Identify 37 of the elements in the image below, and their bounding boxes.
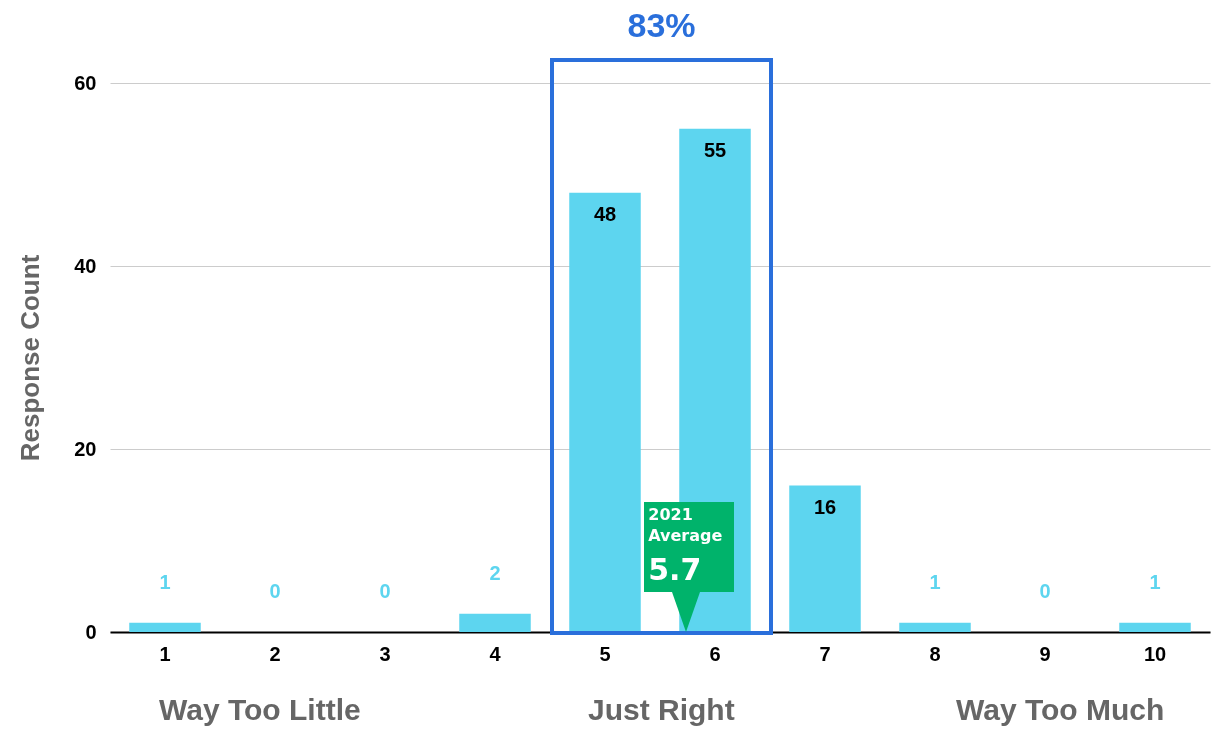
- x-tick-label: 5: [599, 642, 611, 665]
- data-label: 1: [159, 570, 171, 593]
- x-tick-label: 6: [709, 642, 721, 665]
- x-tick-label: 4: [489, 642, 502, 665]
- x-tick-label: 8: [929, 642, 941, 665]
- data-label: 48: [593, 202, 617, 225]
- y-tick-label: 40: [74, 254, 97, 277]
- data-label: 16: [813, 495, 837, 518]
- x-tick-label: 1: [159, 642, 171, 665]
- data-label: 1: [929, 570, 941, 593]
- text: Just Right: [588, 693, 735, 727]
- annotation: 2021 Average: [648, 504, 724, 546]
- text: Way Too Much: [956, 693, 1165, 727]
- bar: [459, 613, 531, 632]
- data-label: 55: [703, 138, 727, 161]
- y-tick-label: 60: [74, 71, 97, 94]
- x-tick-label: 7: [819, 642, 831, 665]
- data-label: 1: [1149, 570, 1161, 593]
- bar: [899, 622, 971, 632]
- x-tick-label: 9: [1039, 642, 1051, 665]
- x-tick-label: 2: [269, 642, 281, 665]
- data-label: 0: [269, 580, 281, 602]
- data-label: 2: [489, 561, 501, 584]
- y-tick-label: 0: [85, 620, 97, 643]
- bar: [129, 622, 201, 632]
- bar: [789, 485, 861, 632]
- bar: [1119, 622, 1191, 632]
- x-tick-label: 3: [379, 642, 391, 665]
- bar: [569, 192, 641, 632]
- data-label: 0: [1039, 580, 1051, 602]
- y-tick-label: 20: [74, 437, 97, 460]
- x-tick-label: 10: [1143, 642, 1167, 665]
- data-label: 0: [379, 580, 391, 602]
- text: 83%: [627, 5, 696, 45]
- text: Way Too Little: [159, 693, 361, 727]
- annotation: 5.7: [648, 552, 702, 587]
- y-axis-title: Response Count: [15, 254, 46, 462]
